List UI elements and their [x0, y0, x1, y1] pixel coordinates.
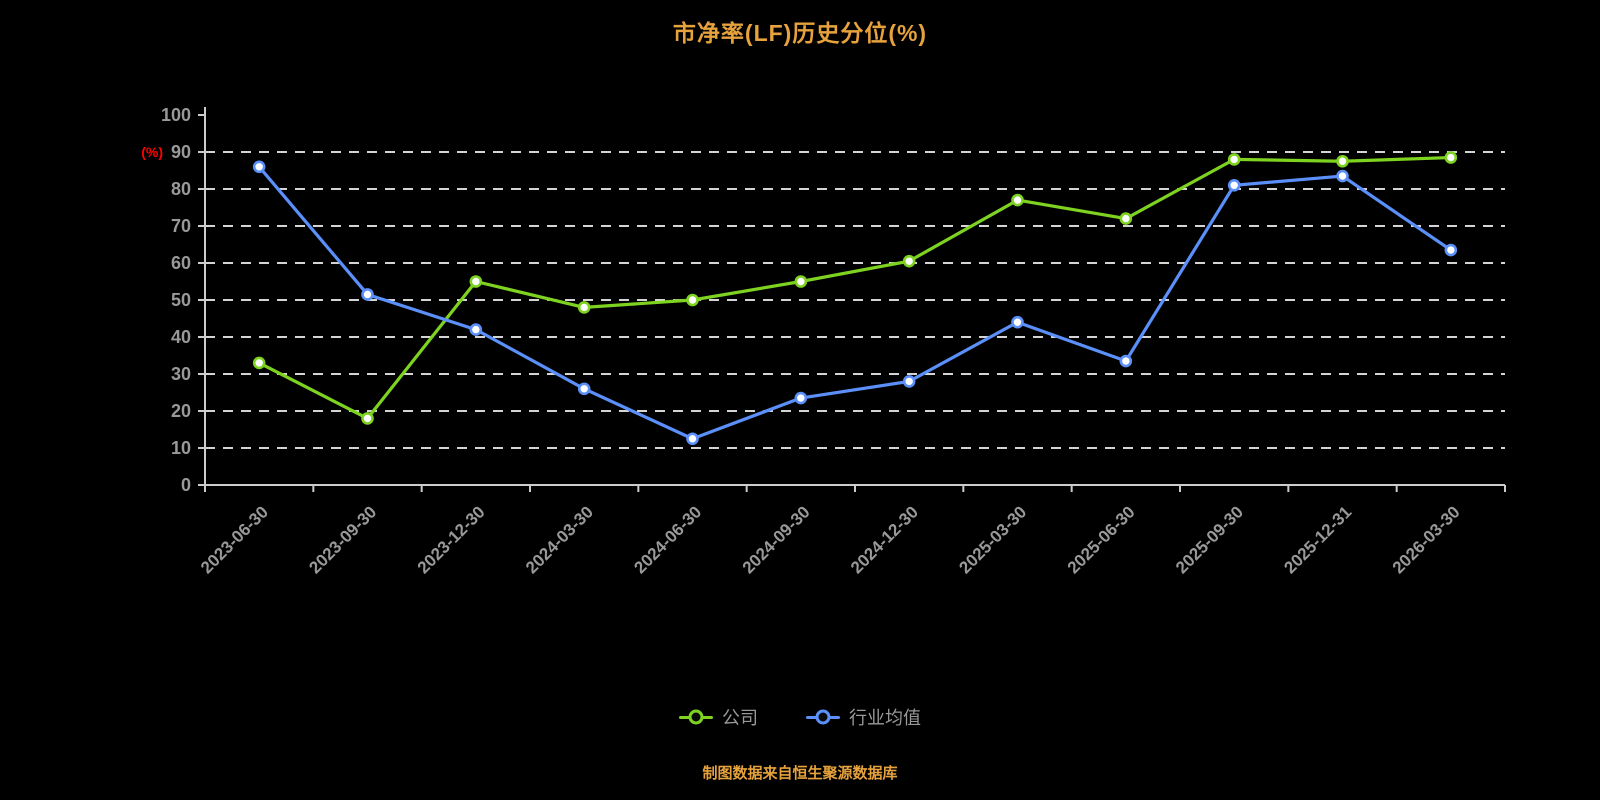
y-tick-label: 0 [181, 475, 191, 495]
data-point-company[interactable] [577, 301, 591, 314]
legend-item-industry-average[interactable]: 行业均值 [806, 704, 921, 730]
legend-item-company[interactable]: 公司 [679, 704, 758, 730]
legend-circle-icon [815, 709, 831, 725]
data-point-company[interactable] [1011, 193, 1024, 207]
data-point-industry-average[interactable] [902, 375, 916, 388]
data-point-company[interactable] [361, 412, 374, 425]
data-point-company[interactable] [469, 275, 483, 288]
legend-circle-icon [688, 709, 704, 725]
y-tick-label: 80 [171, 179, 191, 199]
data-point-company[interactable] [252, 356, 266, 370]
x-tick-label: 2025-09-30 [1172, 502, 1247, 577]
x-tick-label: 2025-06-30 [1064, 502, 1139, 577]
data-point-company[interactable] [1119, 212, 1133, 225]
data-point-company[interactable] [686, 293, 699, 307]
series-line-industry-average [257, 165, 1453, 441]
x-tick-label: 2023-06-30 [197, 502, 272, 577]
data-point-industry-average[interactable] [469, 323, 483, 336]
data-point-industry-average[interactable] [1119, 354, 1133, 368]
x-tick-label: 2024-12-30 [847, 502, 922, 577]
data-point-company[interactable] [1336, 154, 1349, 168]
y-tick-label: 70 [171, 216, 191, 236]
y-tick-label: 10 [171, 438, 191, 458]
y-axis-name: (%) [141, 144, 163, 160]
x-tick-label: 2024-06-30 [630, 502, 705, 577]
chart-title: 市净率(LF)历史分位(%) [672, 20, 928, 46]
company-line-marker-icon [679, 709, 713, 725]
y-tick-label: 30 [171, 364, 191, 384]
x-tick-label: 2023-09-30 [305, 502, 380, 577]
data-point-industry-average[interactable] [686, 432, 699, 446]
data-point-company[interactable] [1227, 153, 1241, 166]
x-tick-label: 2024-09-30 [739, 502, 814, 577]
legend-label-industry-average: 行业均值 [849, 708, 921, 728]
y-tick-label: 100 [161, 105, 191, 125]
x-tick-label: 2025-12-31 [1280, 502, 1355, 577]
y-tick-label: 90 [171, 142, 191, 162]
chart-svg: 0 10 20 30 40 50 60 70 80 90 100 (%) 2023-06-30 2023-… [141, 105, 1506, 577]
data-point-company[interactable] [1444, 151, 1458, 164]
x-tick-label: 2024-03-30 [522, 502, 597, 577]
x-tick-label: 2023-12-30 [414, 502, 489, 577]
data-point-industry-average[interactable] [252, 160, 266, 174]
data-point-company[interactable] [794, 275, 808, 288]
data-source-note: 制图数据来自恒生聚源数据库 [702, 765, 898, 782]
y-tick-label: 20 [171, 401, 191, 421]
y-tick-label: 40 [171, 327, 191, 347]
x-tick-label: 2026-03-30 [1389, 502, 1464, 577]
y-tick-label: 50 [171, 290, 191, 310]
data-point-company[interactable] [902, 254, 916, 268]
data-point-industry-average[interactable] [794, 391, 808, 405]
data-point-industry-average[interactable] [1011, 315, 1024, 329]
data-point-industry-average[interactable] [1444, 243, 1458, 257]
legend-label-company: 公司 [722, 708, 758, 728]
series-line-company [257, 155, 1453, 420]
data-point-industry-average[interactable] [1336, 169, 1349, 183]
industry-line-marker-icon [806, 709, 840, 725]
x-tick-label: 2025-03-30 [955, 502, 1030, 577]
data-point-industry-average[interactable] [1227, 179, 1241, 192]
data-point-industry-average[interactable] [577, 382, 591, 396]
legend: 公司 行业均值 [0, 704, 1600, 730]
y-tick-label: 60 [171, 253, 191, 273]
data-point-industry-average[interactable] [361, 288, 374, 301]
